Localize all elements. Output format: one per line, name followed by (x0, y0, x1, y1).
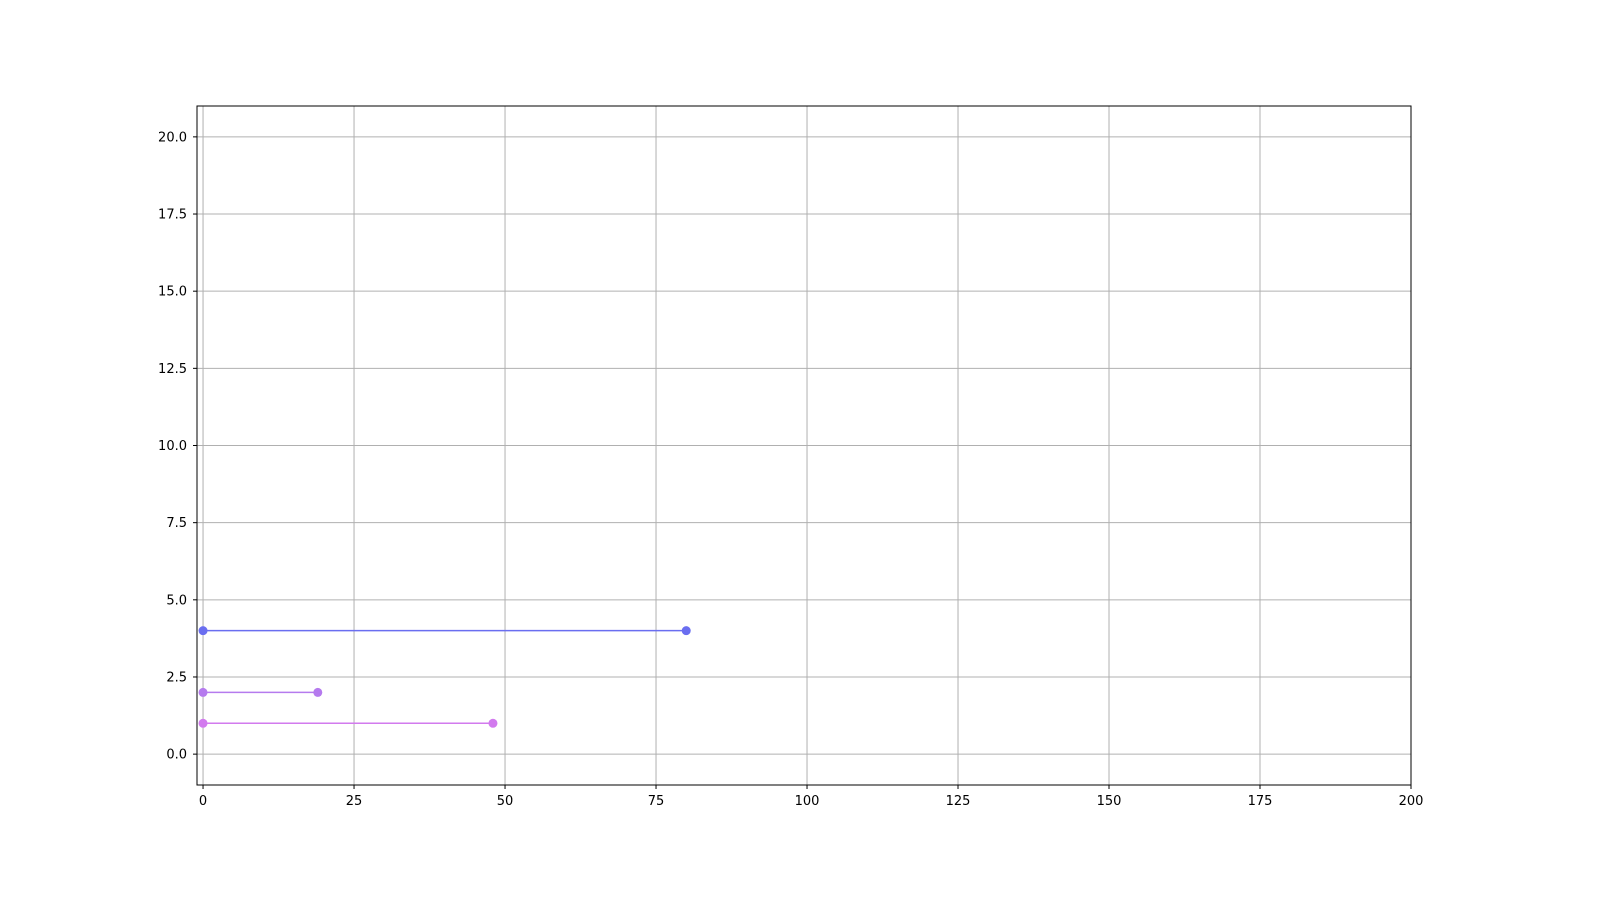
ticks: 0 25 50 75 100 125 150 175 200 0.0 2.5 5.0 7.5 10.0 12… (158, 130, 1423, 809)
x-tick-label: 125 (946, 794, 971, 809)
grid (197, 106, 1412, 785)
data-point (488, 718, 498, 728)
x-tick-label: 200 (1399, 794, 1424, 809)
y-tick-label: 7.5 (166, 516, 187, 531)
y-tick-label: 2.5 (166, 670, 187, 685)
x-tick-label: 150 (1097, 794, 1122, 809)
y-tick-label: 17.5 (158, 208, 187, 223)
data-point (198, 718, 208, 728)
x-tick-label: 175 (1248, 794, 1273, 809)
series-group (198, 626, 691, 728)
data-point (313, 687, 323, 697)
data-point (198, 687, 208, 697)
y-tick-label: 10.0 (158, 439, 187, 454)
x-tick-label: 0 (199, 794, 207, 809)
x-tick-label: 50 (497, 794, 514, 809)
x-tick-label: 75 (648, 794, 665, 809)
x-tick-label: 25 (346, 794, 363, 809)
y-tick-label: 0.0 (166, 748, 187, 763)
y-tick-label: 5.0 (166, 593, 187, 608)
y-tick-label: 15.0 (158, 285, 187, 300)
y-tick-label: 20.0 (158, 130, 187, 145)
y-tick-label: 12.5 (158, 362, 187, 377)
x-tick-label: 100 (795, 794, 820, 809)
data-point (681, 626, 691, 636)
data-point (198, 626, 208, 636)
